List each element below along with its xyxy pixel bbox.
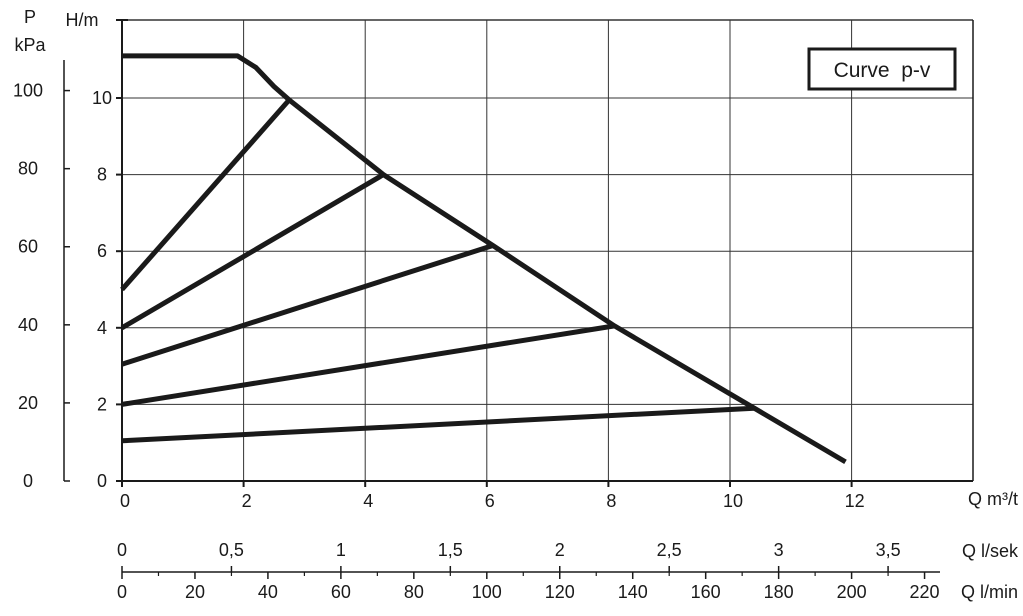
h-axis-tick-label-0: 0 <box>97 471 107 491</box>
pv-control-line-4 <box>121 323 615 407</box>
p-axis-tick-label-2: 40 <box>18 315 38 335</box>
q-lmin-tick-label-2: 40 <box>258 582 278 602</box>
q-lmin-tick-label-1: 20 <box>185 582 205 602</box>
max-pump-curve <box>122 53 847 465</box>
pv-control-line-2 <box>120 172 385 330</box>
legend-label: Curve p-v <box>834 59 931 82</box>
q-m3h-tick-label-5: 10 <box>723 491 743 511</box>
q-m3h-tick-label-1: 2 <box>242 491 252 511</box>
q-m3h-tick-label-4: 8 <box>606 491 616 511</box>
q-lmin-tick-label-3: 60 <box>331 582 351 602</box>
q-lmin-axis-title: Q l/min <box>961 582 1018 602</box>
q-lmin-tick-label-6: 120 <box>545 582 575 602</box>
q-ls-tick-label-6: 3 <box>774 540 784 560</box>
q-ls-tick-label-1: 0,5 <box>219 540 244 560</box>
p-axis-tick-label-0: 0 <box>23 471 33 491</box>
q-m3h-tick-label-2: 4 <box>363 491 373 511</box>
h-axis-tick-label-3: 6 <box>97 241 107 261</box>
p-axis-tick-label-5: 100 <box>13 81 43 101</box>
q-m3h-axis-title: Q m³/t <box>968 489 1018 509</box>
q-lmin-tick-label-10: 200 <box>837 582 867 602</box>
q-m3h-tick-label-6: 12 <box>845 491 865 511</box>
q-m3h-tick-label-0: 0 <box>120 491 130 511</box>
q-lmin-tick-label-9: 180 <box>764 582 794 602</box>
q-lmin-tick-label-0: 0 <box>117 582 127 602</box>
h-axis-title: H/m <box>66 10 99 30</box>
q-lmin-tick-label-5: 100 <box>472 582 502 602</box>
q-ls-axis-title: Q l/sek <box>962 541 1019 561</box>
q-lmin-tick-label-8: 160 <box>691 582 721 602</box>
p-axis-title-line1: P <box>24 7 36 27</box>
pv-control-line-1 <box>120 98 292 292</box>
pv-control-line-3 <box>121 243 494 367</box>
p-axis-tick-label-3: 60 <box>18 237 38 257</box>
q-m3h-tick-label-3: 6 <box>485 491 495 511</box>
grid <box>122 19 973 481</box>
p-axis-tick-label-4: 80 <box>18 159 38 179</box>
h-axis-tick-label-1: 2 <box>97 394 107 414</box>
q-ls-tick-label-2: 1 <box>336 540 346 560</box>
q-ls-tick-label-7: 3,5 <box>876 540 901 560</box>
h-axis-tick-label-5: 10 <box>92 88 112 108</box>
q-lmin-tick-label-11: 220 <box>910 582 940 602</box>
q-ls-tick-label-0: 0 <box>117 540 127 560</box>
q-ls-tick-label-4: 2 <box>555 540 565 560</box>
q-ls-tick-label-5: 2,5 <box>657 540 682 560</box>
pv-control-line-5 <box>121 405 755 444</box>
p-axis-title-line2: kPa <box>14 35 46 55</box>
q-lmin-tick-label-4: 80 <box>404 582 424 602</box>
curves <box>120 53 847 465</box>
legend-box <box>807 47 957 91</box>
legend: Curve p-v <box>807 47 957 91</box>
q-ls-tick-label-3: 1,5 <box>438 540 463 560</box>
p-axis-tick-label-1: 20 <box>18 393 38 413</box>
h-axis-tick-label-2: 4 <box>97 318 107 338</box>
q-lmin-tick-label-7: 140 <box>618 582 648 602</box>
h-axis-tick-label-4: 8 <box>97 165 107 185</box>
